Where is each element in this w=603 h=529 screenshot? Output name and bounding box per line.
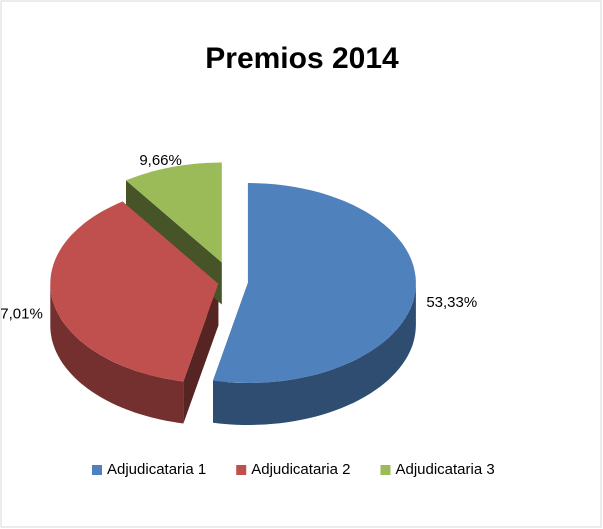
data-label: 37,01% bbox=[0, 305, 43, 322]
pie-slice bbox=[213, 183, 416, 383]
legend-swatch bbox=[380, 465, 391, 475]
legend-label: Adjudicataria 3 bbox=[395, 461, 494, 478]
slice-side bbox=[183, 283, 219, 424]
slice-wall bbox=[50, 283, 184, 424]
pie-slice bbox=[50, 201, 219, 382]
slice-wall bbox=[213, 283, 416, 425]
legend-label: Adjudicataria 1 bbox=[107, 461, 206, 478]
pie-slice bbox=[126, 162, 222, 263]
data-label: 9,66% bbox=[139, 152, 182, 169]
legend-swatch bbox=[236, 465, 247, 475]
legend-swatch bbox=[92, 465, 102, 475]
legend-label: Adjudicataria 2 bbox=[251, 461, 350, 478]
data-label: 53,33% bbox=[426, 294, 477, 311]
chart-title: Premios 2014 bbox=[205, 42, 399, 75]
